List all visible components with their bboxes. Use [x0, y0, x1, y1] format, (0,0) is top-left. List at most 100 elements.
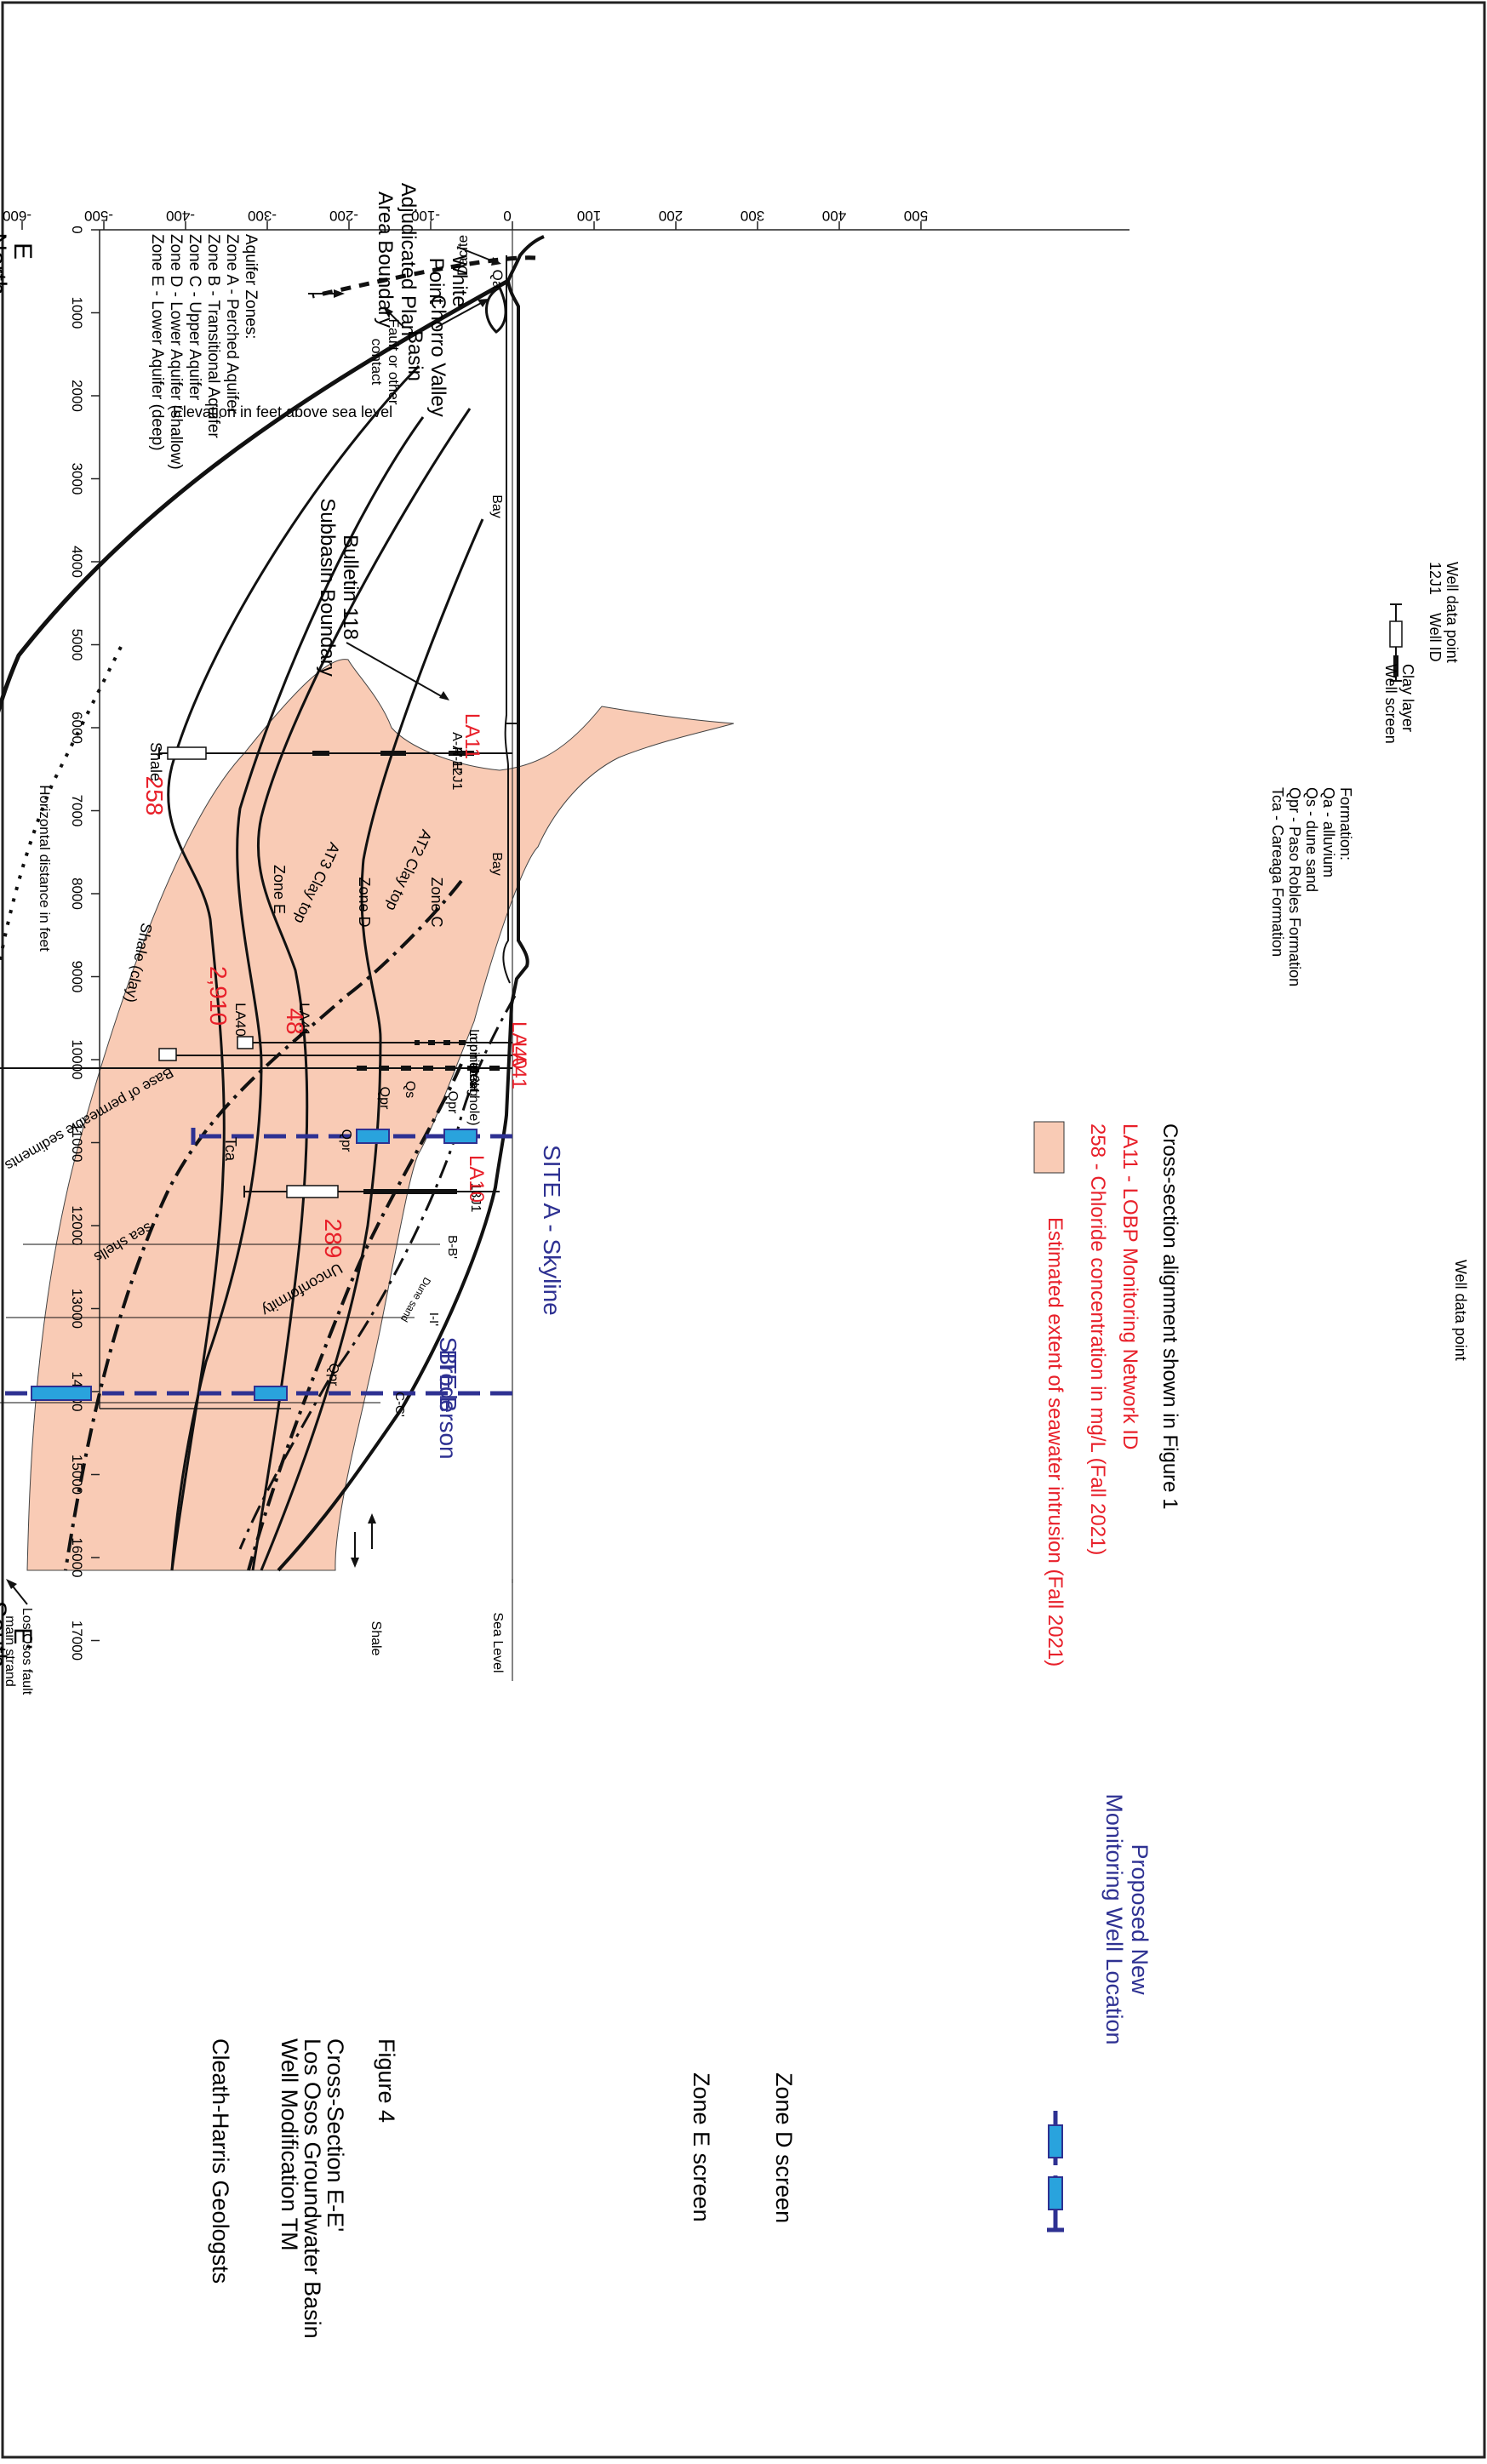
section-bb-label: B-B'	[445, 1235, 460, 1259]
zone-d-label: Zone D	[356, 877, 373, 927]
qa-basin	[485, 286, 507, 334]
y-tick-label: 100	[577, 208, 601, 224]
section-ii-label: I-I'	[426, 1312, 441, 1326]
site-a-label: SITE A - Skyline	[539, 1145, 565, 1316]
dune-sand-line	[238, 995, 517, 1550]
chorro-label-2: Basin	[403, 330, 426, 381]
well-point-label: Well data point	[1452, 1260, 1469, 1361]
x-tick-label: 12000	[69, 1205, 85, 1245]
x-tick-label: 6000	[69, 712, 85, 744]
bay-label-1: Bay	[489, 495, 504, 518]
end-letter-e: E	[9, 243, 37, 260]
aquifer-item-c: Zone C - Upper Aquifer	[186, 234, 203, 401]
fault-contact-arrow	[383, 306, 405, 329]
well-12j1-label-2: H-H'	[449, 746, 464, 774]
x-tick-label: 0	[69, 226, 85, 233]
qpr-label-1: Qpr	[445, 1091, 460, 1114]
well-12j1	[158, 746, 512, 760]
aquifer-item-d: Zone D - Lower Aquifer (shallow)	[167, 234, 185, 470]
x-tick-label: 16000	[69, 1537, 85, 1577]
aquifer-item-a: Zone A - Perched Aquifer	[223, 234, 241, 414]
chloride-48: 48	[282, 1008, 308, 1034]
end-letter-e-prime: E'	[9, 1627, 37, 1649]
ground-surface	[277, 235, 545, 1572]
zone-c-d-boundary	[251, 408, 472, 1571]
y-tick-label: -100	[411, 208, 440, 224]
site-a-zone-e-screen	[356, 1129, 390, 1144]
aquifer-zones-legend: Aquifer Zones: Zone A - Perched Aquifer …	[148, 234, 260, 470]
right-arrows	[351, 1513, 376, 1568]
x-tick-label: 7000	[69, 795, 85, 827]
qpr-label-2: Qpr	[339, 1129, 353, 1152]
y-tick-label: 0	[503, 208, 511, 224]
qs-label: Qs	[403, 1081, 417, 1098]
x-tick-label: 9000	[69, 961, 85, 993]
y-tick-label: 400	[822, 208, 846, 224]
x-tick-label: 2000	[69, 380, 85, 412]
la40-small-label: LA40	[232, 1003, 249, 1037]
bay-bottom	[502, 255, 511, 984]
qpr-label-3: Qpr	[377, 1087, 392, 1110]
site-a-zone-d-screen	[443, 1129, 478, 1144]
y-tick-label: 500	[904, 208, 928, 224]
well-12j1-label-3: 12J1	[449, 761, 464, 791]
zone-c-label: Zone C	[428, 877, 445, 927]
x-axis-ticks: 0 1000 2000 3000 4000 5000 6000 7000 8000 9000 100…	[69, 226, 100, 1661]
end-direction-south: South	[0, 1601, 11, 1667]
bulletin-label-2: Subbasin Boundary	[316, 498, 339, 676]
site-b-label-2: Broderson	[435, 1349, 461, 1459]
tca-contact-line	[247, 1063, 463, 1571]
bay-label-2: Bay	[489, 852, 504, 876]
x-tick-label: 3000	[69, 463, 85, 495]
well-13h-label-4: (test hole)	[466, 1065, 481, 1125]
la11-label: LA11	[460, 713, 483, 759]
x-tick-label: 5000	[69, 629, 85, 661]
x-tick-label: 13000	[69, 1289, 85, 1329]
site-b-zone-d-screen	[254, 1386, 288, 1401]
fault-contact-line	[312, 255, 536, 299]
x-axis-title: Horizontal distance in feet	[37, 785, 53, 952]
well-13h-label-2: monitoring	[466, 1033, 481, 1097]
la41-label: LA41	[507, 1042, 530, 1089]
bulletin-label-1: Bulletin 118	[339, 535, 362, 640]
end-direction-north: North	[0, 232, 11, 294]
shale-right-label: Shale	[369, 1621, 383, 1656]
well-13h-label-1: Lupine	[466, 1029, 481, 1070]
x-tick-label: 1000	[69, 297, 85, 329]
well-13j1	[243, 1185, 500, 1198]
shale-left-label: Shale	[147, 742, 164, 781]
qa-label: Qa	[489, 270, 506, 289]
los-osos-fault-label-2: main strand	[3, 1615, 17, 1687]
adjudicated-label-1: Adjudicated Plan	[397, 183, 420, 336]
y-tick-label: -200	[329, 208, 358, 224]
well-13h	[0, 1066, 512, 1071]
site-a-proposed-well	[191, 1128, 512, 1145]
x-tick-label: 17000	[69, 1621, 85, 1661]
white-point-label-1: White	[448, 254, 471, 306]
well-la40	[158, 1048, 512, 1061]
y-tick-label: -600	[3, 208, 31, 224]
legend-well-symbol: Well data point	[1452, 1260, 1469, 1361]
unconformity-curve	[64, 879, 463, 1571]
adjudicated-label-2: Area Boundary	[374, 192, 397, 328]
white-point-arrow	[456, 246, 501, 266]
chorro-label-1: Chorro Valley	[426, 294, 449, 417]
chloride-258: 258	[141, 776, 168, 816]
y-tick-label: -300	[248, 208, 277, 224]
chloride-289: 289	[320, 1219, 346, 1259]
aquifer-item-e: Zone E - Lower Aquifer (deep)	[148, 234, 166, 451]
adjudicated-arrow	[308, 289, 345, 298]
well-13h-label-3: 13H	[466, 1067, 481, 1092]
fault-contact-label-1: Fault or other	[386, 318, 402, 404]
tca-label: Tca	[222, 1137, 239, 1162]
zone-e-label: Zone E	[271, 865, 288, 914]
qpr-label-4: Qpr	[326, 1363, 340, 1386]
chloride-2910: 2,910	[205, 966, 232, 1026]
x-tick-label: 8000	[69, 878, 85, 910]
bulletin-arrow	[346, 642, 449, 700]
sea-level-label: Sea Level	[490, 1612, 505, 1672]
well-12j1-label-1: A-A'	[449, 732, 464, 757]
